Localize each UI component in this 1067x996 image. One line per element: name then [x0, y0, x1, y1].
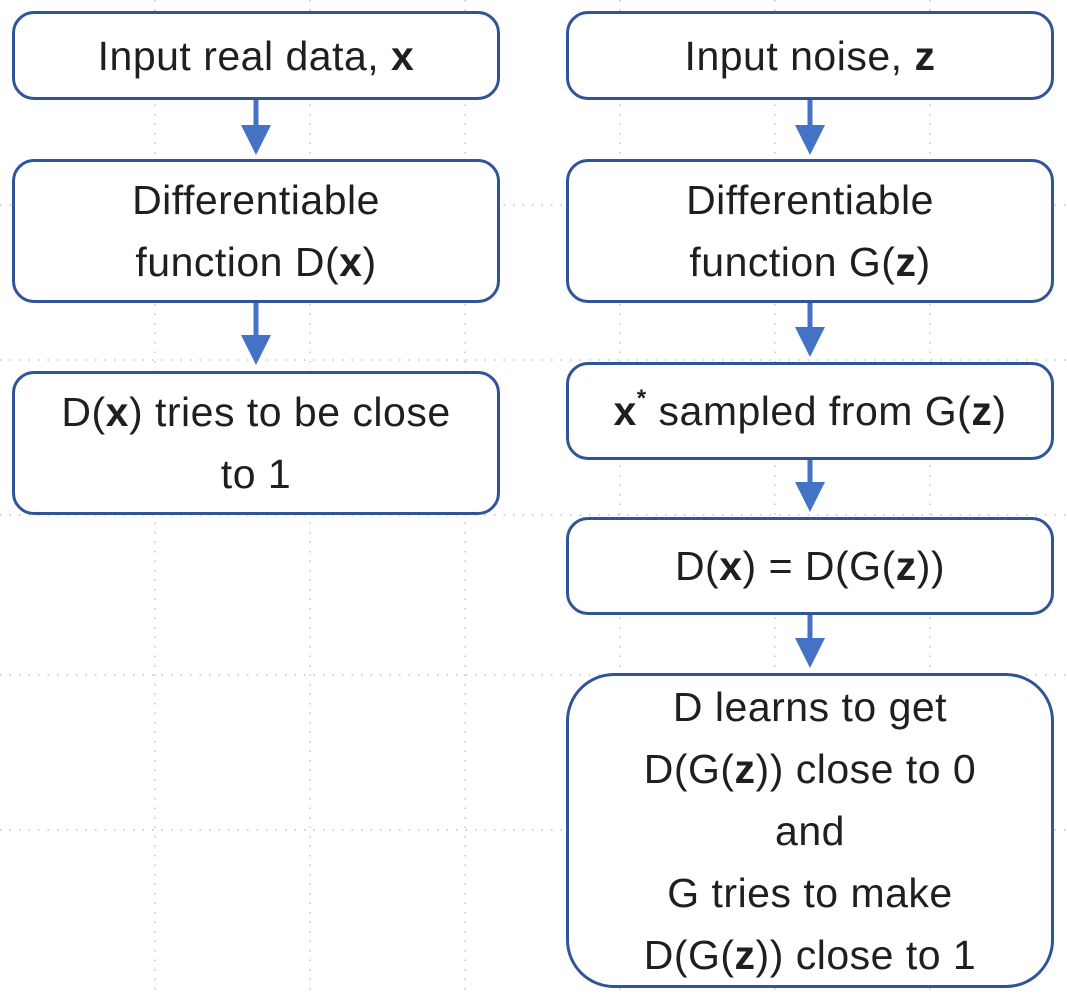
disc-goal-line2: to 1: [220, 451, 292, 497]
sample-sup: *: [636, 385, 647, 413]
gen-func-line2-post: ): [916, 239, 931, 285]
dfake-pre: D(: [674, 543, 720, 589]
disc-func-line1: Differentiable: [132, 177, 380, 223]
dfake-var2: z: [895, 543, 917, 589]
input-noise-label: Input noise,: [684, 32, 915, 79]
objective-l5-post: )) close to 1: [755, 931, 977, 978]
disc-func-var: x: [339, 239, 363, 285]
sample-mid: sampled from G(: [646, 388, 972, 434]
dfake-var: x: [719, 543, 743, 589]
generator-function-box: Differentiable function G(z): [566, 159, 1054, 303]
input-real-data-box: Input real data, x: [12, 11, 500, 100]
objective-l2-post: )) close to 0: [755, 745, 977, 792]
objective-l5-var: z: [734, 931, 756, 978]
input-real-var: x: [391, 32, 415, 79]
objective-box: D learns to get D(G(z)) close to 0 and G…: [566, 673, 1054, 988]
disc-func-line2-post: ): [362, 239, 377, 285]
objective-line1: D learns to get: [672, 683, 948, 730]
objective-line4: G tries to make: [667, 869, 953, 916]
disc-func-line2-pre: function D(: [135, 239, 340, 285]
discriminator-function-box: Differentiable function D(x): [12, 159, 500, 303]
objective-line3: and: [775, 807, 845, 854]
discriminator-fake-box: D(x) = D(G(z)): [566, 517, 1054, 615]
input-real-label: Input real data,: [97, 32, 392, 79]
discriminator-real-goal-box: D(x) tries to be close to 1: [12, 371, 500, 515]
disc-goal-post: ) tries to be close: [128, 389, 451, 435]
sample-box: x* sampled from G(z): [566, 362, 1054, 460]
dfake-post: )): [916, 543, 946, 589]
disc-goal-pre: D(: [61, 389, 106, 435]
input-noise-box: Input noise, z: [566, 11, 1054, 100]
objective-l5-pre: D(G(: [643, 931, 735, 978]
input-noise-var: z: [914, 32, 936, 79]
sample-var: x: [613, 388, 637, 434]
objective-l2-pre: D(G(: [643, 745, 735, 792]
sample-var2: z: [971, 388, 993, 434]
gen-func-line1: Differentiable: [686, 177, 934, 223]
gen-func-var: z: [895, 239, 917, 285]
dfake-mid: ) = D(G(: [742, 543, 896, 589]
disc-goal-var: x: [105, 389, 129, 435]
objective-l2-var: z: [734, 745, 756, 792]
gen-func-line2-pre: function G(: [689, 239, 896, 285]
sample-post: ): [992, 388, 1007, 434]
